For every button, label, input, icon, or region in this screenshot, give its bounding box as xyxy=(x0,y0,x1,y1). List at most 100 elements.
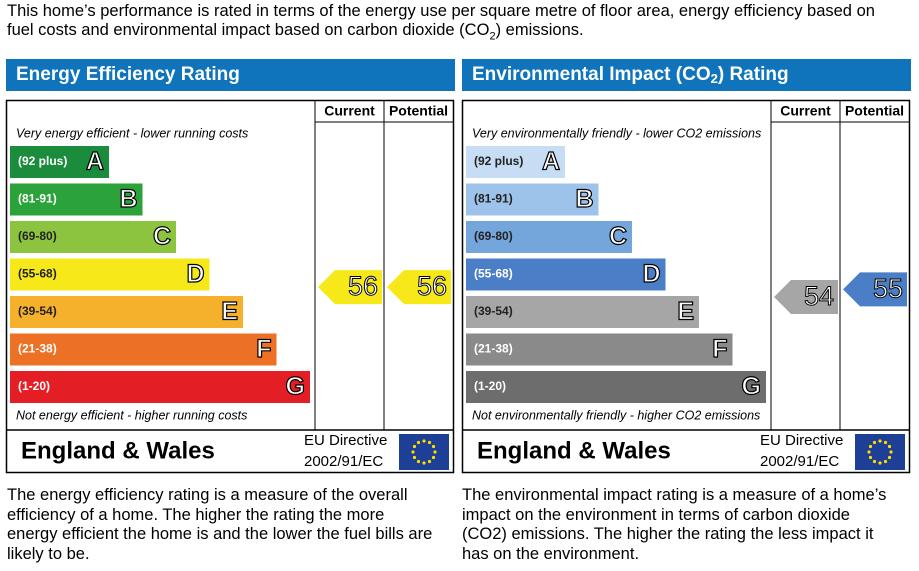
band-letter: G xyxy=(286,373,305,401)
band-range: (55-68) xyxy=(18,267,57,281)
band-range: (39-54) xyxy=(18,304,57,318)
band xyxy=(10,296,243,328)
rating-value: 55 xyxy=(873,273,903,303)
eu-star xyxy=(433,450,437,454)
rating-value: 54 xyxy=(804,281,834,311)
eu-star xyxy=(887,444,892,449)
eu-star xyxy=(872,440,877,445)
band-letter: E xyxy=(677,298,694,326)
eu-star xyxy=(422,439,426,443)
directive-code: 2002/91/EC xyxy=(760,453,839,470)
band xyxy=(466,183,599,216)
eu-star xyxy=(883,459,888,464)
band-letter: F xyxy=(256,335,271,363)
top-note: Very environmentally friendly - lower CO… xyxy=(472,126,761,140)
directive-code: 2002/91/EC xyxy=(304,453,383,470)
title-bar xyxy=(6,59,455,91)
eu-star xyxy=(872,459,877,464)
band-range: (21-38) xyxy=(18,342,57,356)
panel-title: Environmental Impact (CO2) Rating xyxy=(472,64,789,86)
column-header: Potential xyxy=(845,103,904,119)
band-range: (1-20) xyxy=(18,379,50,393)
rating-value: 56 xyxy=(348,271,378,301)
eu-star xyxy=(412,455,417,460)
panel-title: Energy Efficiency Rating xyxy=(16,64,240,85)
band-range: (92 plus) xyxy=(474,154,523,168)
band xyxy=(10,221,176,253)
region: England & Wales xyxy=(21,437,215,464)
band-letter: G xyxy=(742,373,761,401)
column-header: Current xyxy=(324,103,375,119)
eu-star xyxy=(431,455,436,460)
eu-star xyxy=(887,455,892,460)
intro-text: This home’s performance is rated in term… xyxy=(7,2,875,39)
region: England & Wales xyxy=(477,437,671,464)
band-range: (81-91) xyxy=(474,192,513,206)
rating-arrow xyxy=(318,270,382,305)
band-letter: F xyxy=(712,335,727,363)
band xyxy=(10,183,143,216)
description: The environmental impact rating is a mea… xyxy=(462,486,887,563)
title-text: Energy Efficiency Rating xyxy=(16,64,240,85)
band-letter: A xyxy=(86,148,104,176)
intro: This home’s performance is rated in term… xyxy=(7,2,897,46)
band-letter: C xyxy=(609,223,627,251)
description: The energy efficiency rating is a measur… xyxy=(7,486,433,563)
directive: EU Directive xyxy=(304,432,387,449)
band-letter: B xyxy=(119,185,137,213)
frame xyxy=(461,99,911,474)
band-letter: C xyxy=(153,223,171,251)
column-header: Current xyxy=(780,103,831,119)
title-text: ) Rating xyxy=(718,64,789,85)
band xyxy=(466,371,766,403)
band-letter: D xyxy=(642,260,660,288)
band-range: (69-80) xyxy=(474,229,513,243)
eu-star xyxy=(427,459,432,464)
frame xyxy=(5,99,455,474)
band-range: (39-54) xyxy=(474,304,513,318)
intro-text: ) emissions. xyxy=(495,21,584,39)
rating-value: 56 xyxy=(417,271,447,301)
eu-star xyxy=(878,461,882,465)
title-bar xyxy=(462,59,911,91)
eu-star xyxy=(868,455,873,460)
band xyxy=(466,221,632,253)
band-range: (81-91) xyxy=(18,192,57,206)
band xyxy=(466,258,666,291)
eu-star xyxy=(883,440,888,445)
rating-arrow xyxy=(843,272,907,307)
band-range: (92 plus) xyxy=(18,154,67,168)
band xyxy=(466,146,565,178)
band xyxy=(10,146,109,178)
title-text: Environmental Impact (CO xyxy=(472,64,711,85)
band-range: (55-68) xyxy=(474,267,513,281)
band xyxy=(466,296,699,328)
eu-star xyxy=(889,450,893,454)
eu-star xyxy=(416,440,421,445)
eu-star xyxy=(878,439,882,443)
band-range: (69-80) xyxy=(18,229,57,243)
directive: EU Directive xyxy=(760,432,843,449)
eu-star xyxy=(411,450,415,454)
eu-flag xyxy=(399,434,449,470)
eu-star xyxy=(867,450,871,454)
band-range: (21-38) xyxy=(474,342,513,356)
title-subscript: 2 xyxy=(711,71,718,86)
band-letter: A xyxy=(542,148,560,176)
band-letter: B xyxy=(575,185,593,213)
band xyxy=(10,258,210,291)
column-header: Potential xyxy=(389,103,448,119)
eu-star xyxy=(868,444,873,449)
eu-star xyxy=(416,459,421,464)
band-letter: D xyxy=(186,260,204,288)
rating-arrow xyxy=(774,280,838,314)
band-letter: E xyxy=(221,298,238,326)
eu-flag xyxy=(855,434,905,470)
eu-star xyxy=(422,461,426,465)
band xyxy=(466,333,733,366)
bottom-note: Not environmentally friendly - higher CO… xyxy=(472,408,760,422)
band xyxy=(10,333,277,366)
eu-star xyxy=(431,444,436,449)
band xyxy=(10,371,310,403)
bottom-note: Not energy efficient - higher running co… xyxy=(16,408,247,422)
